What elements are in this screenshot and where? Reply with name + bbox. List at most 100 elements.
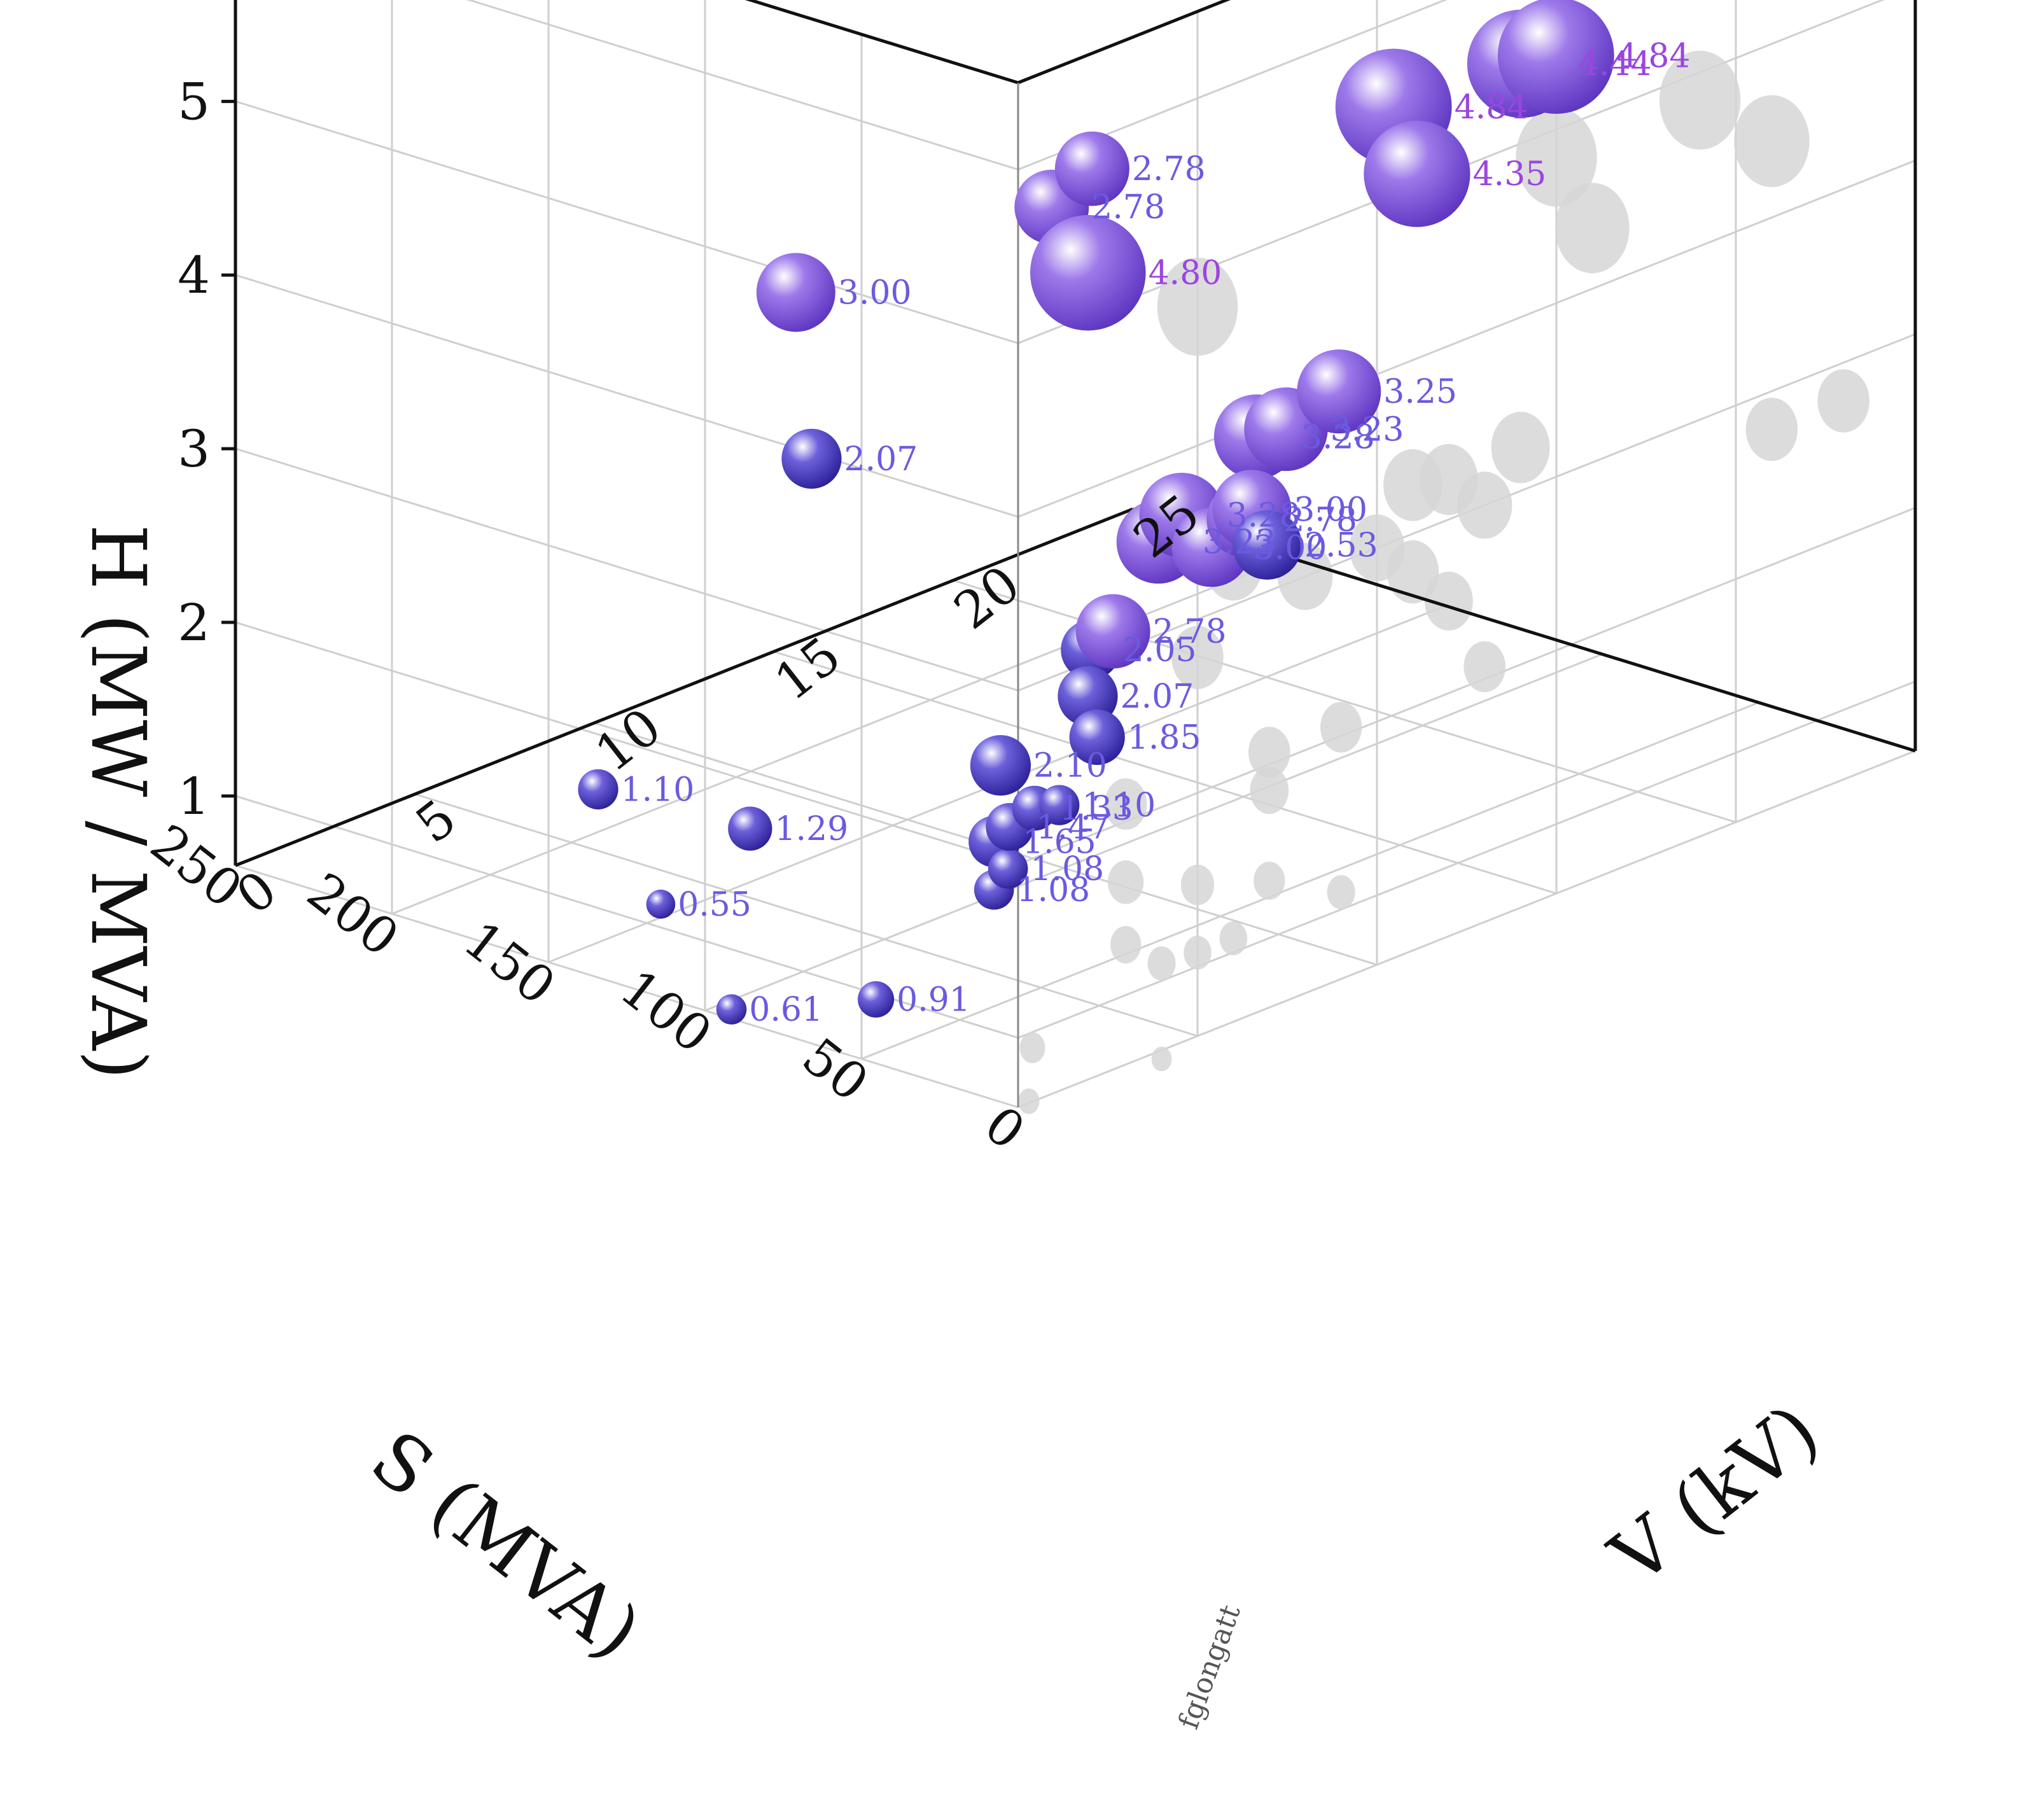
data-label: 1.08	[1016, 871, 1090, 909]
back-wall-v	[1018, 0, 1915, 1107]
data-label: 1.29	[774, 810, 848, 848]
bubble-shadow	[1387, 540, 1439, 604]
bubble-shadow	[1320, 701, 1362, 753]
y-axis-title: V (kV)	[1593, 1387, 1834, 1602]
data-label: 2.07	[1121, 678, 1194, 716]
grid-line-floor-v	[235, 864, 1019, 1109]
bubble-shadow	[1219, 921, 1248, 956]
bubble-shadow	[1248, 727, 1290, 778]
data-label: 1.47	[1036, 808, 1110, 846]
grid-line-wall-h	[1017, 159, 1916, 518]
data-bubble	[781, 428, 842, 489]
data-label: 2.78	[1091, 188, 1165, 227]
frame-edge	[1017, 0, 1231, 85]
data-bubble	[988, 848, 1028, 889]
data-bubble	[728, 806, 772, 851]
watermark: fglongatt	[1172, 1600, 1247, 1733]
bubble-shadow	[1105, 778, 1147, 830]
grid-line-floor-s	[861, 701, 1759, 1060]
data-labels: 1.100.550.613.001.292.070.912.781.081.65…	[621, 37, 1691, 1029]
data-bubble	[1497, 0, 1614, 114]
bubble-shadow	[1659, 50, 1741, 150]
data-bubble	[1054, 131, 1129, 206]
bubble-shadow	[1327, 875, 1355, 909]
data-bubble	[578, 769, 618, 809]
grid-line-wall-h	[235, 274, 1019, 518]
data-label: 2.78	[1283, 501, 1357, 540]
data-label: 1.10	[621, 771, 695, 809]
bubble-shadow	[1457, 472, 1513, 539]
data-label: 3.23	[1203, 523, 1276, 561]
wall-projections	[1018, 50, 1869, 1114]
data-bubble	[1297, 349, 1381, 434]
bubble-shadow	[1745, 398, 1798, 461]
frame-edge	[235, 507, 1133, 867]
data-bubble	[1075, 594, 1150, 669]
data-label: 3.23	[1331, 410, 1404, 449]
data-label: 1.33	[1059, 790, 1133, 828]
data-label: 3.28	[1301, 418, 1375, 456]
data-label: 2.05	[1123, 631, 1197, 669]
bubble-shadow	[1180, 864, 1215, 906]
bubble-shadow	[1555, 183, 1630, 274]
z-tick-label: 1	[178, 767, 210, 826]
bubble-shadow	[1151, 1046, 1172, 1072]
bubble-shadow	[1516, 108, 1597, 207]
z-tick-label: 3	[178, 419, 210, 479]
data-bubble	[1030, 214, 1146, 331]
grid-line-floor-s	[704, 653, 1603, 1012]
data-label: 2.78	[1132, 150, 1206, 188]
data-label: 2.07	[844, 440, 918, 479]
grid-line-floor-v	[773, 650, 1557, 895]
data-label: 4.84	[1617, 37, 1691, 75]
data-label: 4.80	[1149, 255, 1222, 293]
bubble-shadow	[1817, 369, 1869, 433]
data-label: 0.55	[678, 886, 751, 924]
data-bubble	[1039, 785, 1080, 825]
bubble-shadow	[1108, 860, 1144, 904]
data-label: 4.35	[1472, 155, 1546, 193]
bubble-shadow	[1171, 626, 1224, 689]
data-label: 3.00	[838, 274, 912, 312]
data-label: 3.00	[1294, 491, 1367, 529]
bubble-shadow	[1464, 641, 1506, 692]
bubble-shadow	[1110, 926, 1142, 963]
bubble-shadow	[1491, 412, 1550, 484]
data-bubble	[646, 890, 676, 919]
data-bubble	[1232, 510, 1302, 580]
grid-line-wall-h	[235, 447, 1019, 692]
grid-line-wall-h	[1017, 507, 1916, 865]
data-label: 2.53	[1304, 526, 1378, 564]
data-bubbles	[578, 0, 1614, 1025]
data-label: 1.85	[1128, 718, 1201, 757]
z-tick-label: 2	[178, 593, 210, 652]
data-bubble	[1364, 120, 1471, 227]
bubble-shadow	[1250, 767, 1289, 815]
data-label: 3.28	[1227, 496, 1301, 535]
data-bubble	[1069, 709, 1125, 766]
x-axis-title: S (MVA)	[355, 1413, 657, 1676]
bubble-shadow	[1734, 95, 1810, 188]
data-label: 1.08	[1030, 850, 1104, 888]
data-label: 0.91	[897, 981, 970, 1019]
bubble-shadow	[1254, 862, 1285, 900]
data-bubble	[756, 253, 835, 332]
data-label: 1.10	[1082, 787, 1156, 825]
grid-line-wall-h	[235, 100, 1019, 344]
z-tick-label: 5	[178, 72, 210, 131]
grid-line-floor-s	[1017, 750, 1916, 1109]
data-label: 2.78	[1153, 613, 1227, 651]
data-label: 1.65	[1023, 823, 1096, 861]
data-label: 0.61	[749, 991, 823, 1029]
data-label: 3.25	[1383, 373, 1457, 411]
grid-line-wall-h	[1017, 0, 1448, 171]
data-label: 4.44	[1578, 45, 1652, 83]
grid-line-wall-h	[235, 621, 1019, 865]
bubble-shadow	[1184, 935, 1212, 970]
bubble-shadow	[1424, 571, 1473, 631]
data-bubble	[970, 735, 1031, 796]
data-bubble	[858, 981, 895, 1018]
grid-line-wall-h	[466, 0, 1019, 171]
z-axis-title: H (MW / MVA)	[74, 524, 162, 1080]
